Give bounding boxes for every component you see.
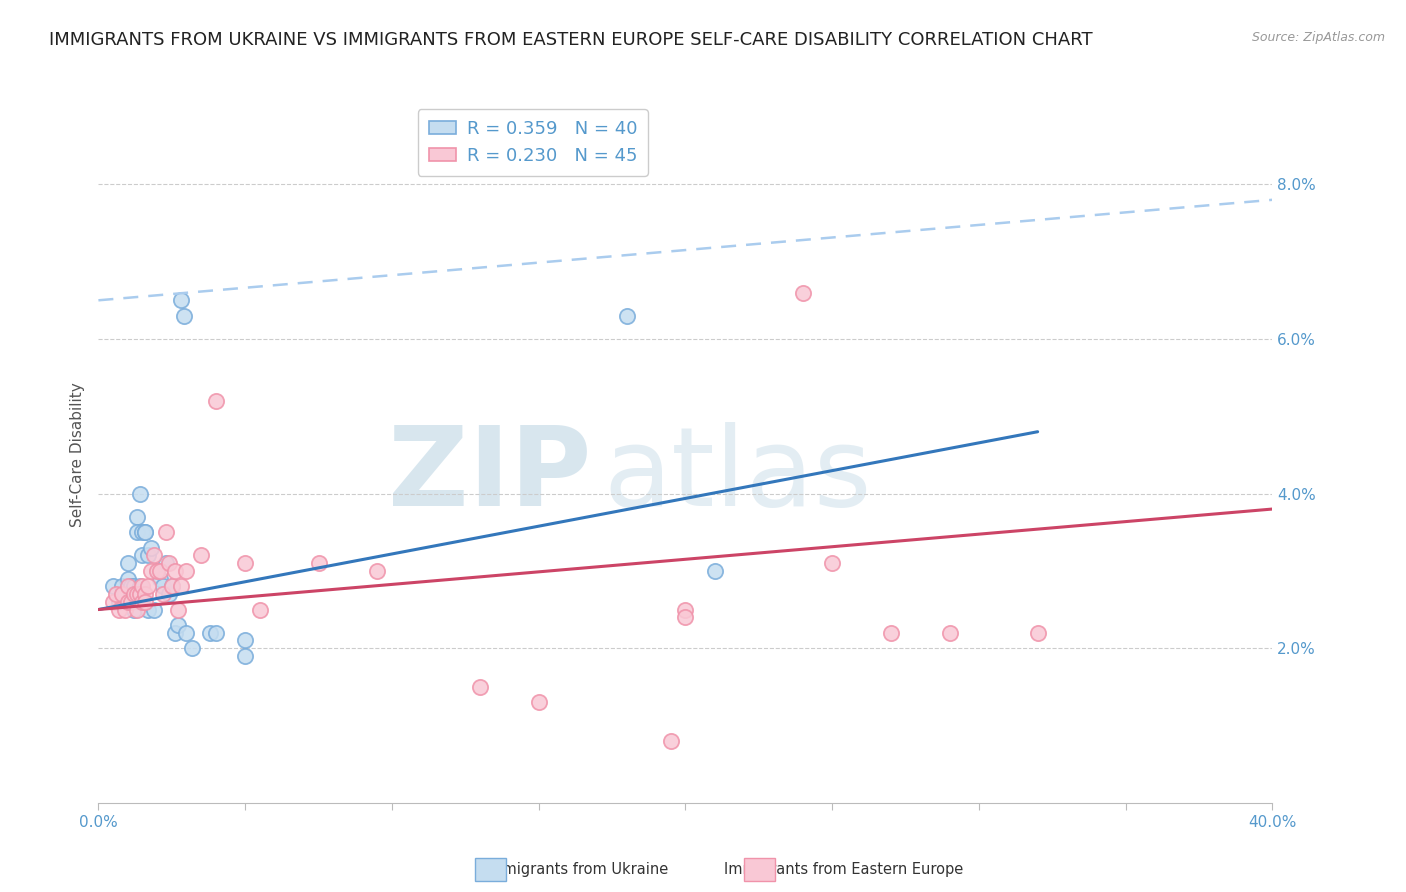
Point — [157, 587, 180, 601]
Point — [143, 549, 166, 563]
Point — [101, 579, 124, 593]
Point — [703, 564, 725, 578]
Point — [366, 564, 388, 578]
Point — [163, 564, 186, 578]
Point — [120, 579, 142, 593]
Point — [198, 625, 221, 640]
Point — [120, 595, 142, 609]
Point — [108, 602, 131, 616]
Point — [122, 587, 145, 601]
Point — [166, 602, 188, 616]
Point — [152, 587, 174, 601]
Point — [821, 556, 844, 570]
Point — [176, 625, 198, 640]
Point — [131, 549, 153, 563]
Point — [155, 525, 177, 540]
Point — [233, 648, 256, 663]
Point — [149, 572, 172, 586]
Legend: R = 0.359   N = 40, R = 0.230   N = 45: R = 0.359 N = 40, R = 0.230 N = 45 — [418, 109, 648, 176]
Point — [233, 556, 256, 570]
Text: Immigrants from Ukraine: Immigrants from Ukraine — [484, 863, 669, 877]
Point — [146, 564, 169, 578]
Point — [205, 625, 228, 640]
Point — [136, 602, 159, 616]
Point — [1026, 625, 1049, 640]
Point — [131, 579, 153, 593]
Point — [616, 309, 638, 323]
Point — [308, 556, 330, 570]
Point — [117, 595, 139, 609]
Point — [114, 602, 136, 616]
Point — [938, 625, 960, 640]
Point — [468, 680, 491, 694]
Point — [117, 572, 139, 586]
Point — [675, 602, 697, 616]
Point — [108, 595, 131, 609]
Point — [141, 564, 163, 578]
Point — [128, 486, 150, 500]
Point — [114, 587, 136, 601]
Point — [125, 509, 148, 524]
Text: atlas: atlas — [603, 422, 872, 529]
Point — [125, 587, 148, 601]
Point — [122, 602, 145, 616]
Point — [101, 595, 124, 609]
Point — [675, 610, 697, 624]
Point — [134, 587, 156, 601]
Point — [157, 556, 180, 570]
Point — [149, 564, 172, 578]
Point — [146, 564, 169, 578]
Point — [117, 556, 139, 570]
Text: ZIP: ZIP — [388, 422, 592, 529]
Point — [160, 579, 183, 593]
Point — [659, 734, 682, 748]
Point — [143, 602, 166, 616]
Point — [117, 595, 139, 609]
Point — [134, 595, 156, 609]
Point — [792, 285, 814, 300]
Point — [131, 595, 153, 609]
Text: Source: ZipAtlas.com: Source: ZipAtlas.com — [1251, 31, 1385, 45]
Point — [155, 556, 177, 570]
Point — [134, 525, 156, 540]
Point — [233, 633, 256, 648]
Point — [152, 579, 174, 593]
Y-axis label: Self-Care Disability: Self-Care Disability — [69, 383, 84, 527]
Point — [136, 549, 159, 563]
Point — [111, 579, 134, 593]
Point — [141, 541, 163, 555]
Point — [527, 695, 550, 709]
Point — [136, 579, 159, 593]
Point — [117, 579, 139, 593]
Point — [173, 309, 195, 323]
Point — [125, 602, 148, 616]
Point — [128, 579, 150, 593]
Point — [880, 625, 903, 640]
Point — [205, 393, 228, 408]
Text: Immigrants from Eastern Europe: Immigrants from Eastern Europe — [724, 863, 963, 877]
Point — [105, 587, 128, 601]
Point — [122, 579, 145, 593]
Point — [249, 602, 271, 616]
Point — [166, 618, 188, 632]
Point — [111, 587, 134, 601]
Point — [134, 525, 156, 540]
Point — [128, 587, 150, 601]
Point — [176, 564, 198, 578]
Point — [181, 641, 204, 656]
Point — [160, 579, 183, 593]
Point — [169, 293, 191, 308]
Text: IMMIGRANTS FROM UKRAINE VS IMMIGRANTS FROM EASTERN EUROPE SELF-CARE DISABILITY C: IMMIGRANTS FROM UKRAINE VS IMMIGRANTS FR… — [49, 31, 1092, 49]
Point — [169, 579, 191, 593]
Point — [131, 525, 153, 540]
Point — [125, 525, 148, 540]
Point — [190, 549, 212, 563]
Point — [163, 625, 186, 640]
